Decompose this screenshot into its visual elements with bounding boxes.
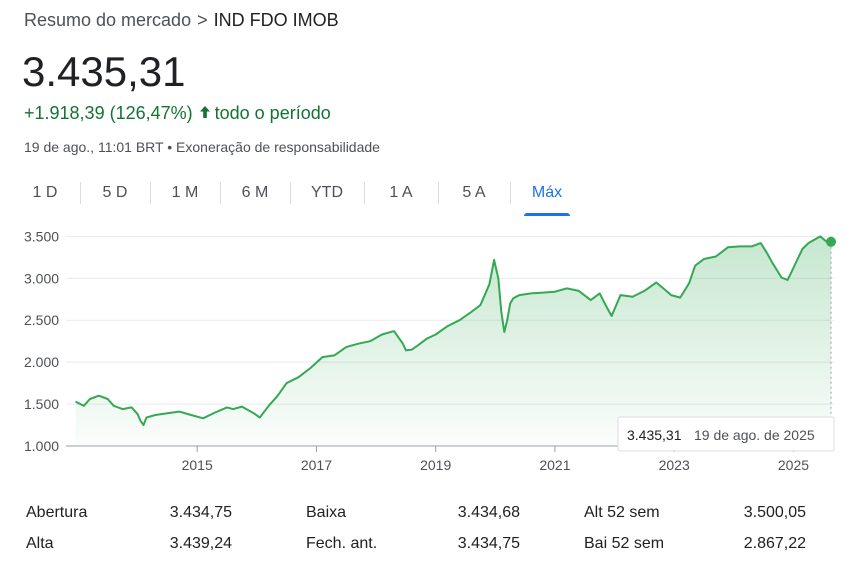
tab-1d[interactable]: 1 D xyxy=(32,184,58,201)
x-tick-label: 2023 xyxy=(659,457,690,473)
tab-ytd[interactable]: YTD xyxy=(290,176,364,216)
stat-value: 3.434,75 xyxy=(169,504,232,521)
range-tabs: 1 D 5 D 1 M 6 M YTD 1 A 5 A Máx xyxy=(10,176,584,216)
breadcrumb: Resumo do mercado > IND FDO IMOB xyxy=(24,10,339,31)
disclaimer-link[interactable]: Exoneração de responsabilidade xyxy=(176,139,380,155)
stat-value: 3.434,75 xyxy=(457,535,520,552)
chart-tooltip: 3.435,31 19 de ago. de 2025 xyxy=(617,416,835,452)
tab-5d[interactable]: 5 D xyxy=(80,176,150,216)
y-tick-label: 1.000 xyxy=(24,438,59,454)
tab-5a[interactable]: 5 A xyxy=(438,176,510,216)
stat-label: Alta xyxy=(26,535,54,552)
x-tick-label: 2025 xyxy=(778,457,809,473)
tab-1a[interactable]: 1 A xyxy=(364,176,438,216)
stat-low: Baixa 3.434,68 xyxy=(306,504,520,522)
stat-value: 2.867,22 xyxy=(743,535,806,552)
stat-high: Alta 3.439,24 xyxy=(26,535,232,553)
y-tick-label: 2.500 xyxy=(24,312,59,328)
price-change-period: todo o período xyxy=(214,103,331,123)
tab-max[interactable]: Máx xyxy=(510,176,584,216)
y-tick-label: 2.000 xyxy=(24,354,59,370)
y-tick-label: 3.000 xyxy=(24,270,59,286)
price-change: +1.918,39 (126,47%) todo o período xyxy=(24,103,331,124)
breadcrumb-parent-link[interactable]: Resumo do mercado xyxy=(24,10,192,30)
stat-value: 3.439,24 xyxy=(169,535,232,552)
stat-label: Fech. ant. xyxy=(306,535,378,552)
current-point-marker xyxy=(826,236,837,247)
price-chart[interactable]: 1.000 1.500 2.000 2.500 3.000 3.500 2015 2017 2… xyxy=(0,228,846,484)
tooltip-date: 19 de ago. de 2025 xyxy=(694,427,815,443)
breadcrumb-current: IND FDO IMOB xyxy=(213,10,339,30)
stat-open: Abertura 3.434,75 xyxy=(26,504,232,522)
stat-label: Abertura xyxy=(26,504,88,521)
y-tick-label: 1.500 xyxy=(24,396,59,412)
arrow-up-icon xyxy=(199,103,211,124)
stat-label: Bai 52 sem xyxy=(584,535,665,552)
price-area xyxy=(75,236,831,446)
meta-bullet: • xyxy=(167,139,173,155)
quote-meta: 19 de ago., 11:01 BRT • Exoneração de re… xyxy=(24,139,380,155)
breadcrumb-separator: > xyxy=(197,10,208,30)
stat-value: 3.500,05 xyxy=(743,504,806,521)
current-price: 3.435,31 xyxy=(22,48,186,95)
tooltip-value: 3.435,31 xyxy=(627,427,682,443)
price-line xyxy=(75,235,832,426)
price-change-value: +1.918,39 (126,47%) xyxy=(24,103,193,123)
tab-6m[interactable]: 6 M xyxy=(220,176,290,216)
x-tick-label: 2017 xyxy=(301,457,332,473)
tab-1m[interactable]: 1 M xyxy=(150,176,220,216)
x-tick-label: 2021 xyxy=(539,457,570,473)
stat-label: Alt 52 sem xyxy=(584,504,660,521)
stat-label: Baixa xyxy=(306,504,347,521)
x-tick-label: 2019 xyxy=(420,457,451,473)
quote-timestamp: 19 de ago., 11:01 BRT xyxy=(24,139,164,155)
stat-prev-close: Fech. ant. 3.434,75 xyxy=(306,535,520,553)
x-tick-label: 2015 xyxy=(182,457,213,473)
y-tick-label: 3.500 xyxy=(24,228,59,244)
stat-value: 3.434,68 xyxy=(457,504,520,521)
stat-52w-high: Alt 52 sem 3.500,05 xyxy=(584,504,806,522)
stat-52w-low: Bai 52 sem 2.867,22 xyxy=(584,535,806,553)
